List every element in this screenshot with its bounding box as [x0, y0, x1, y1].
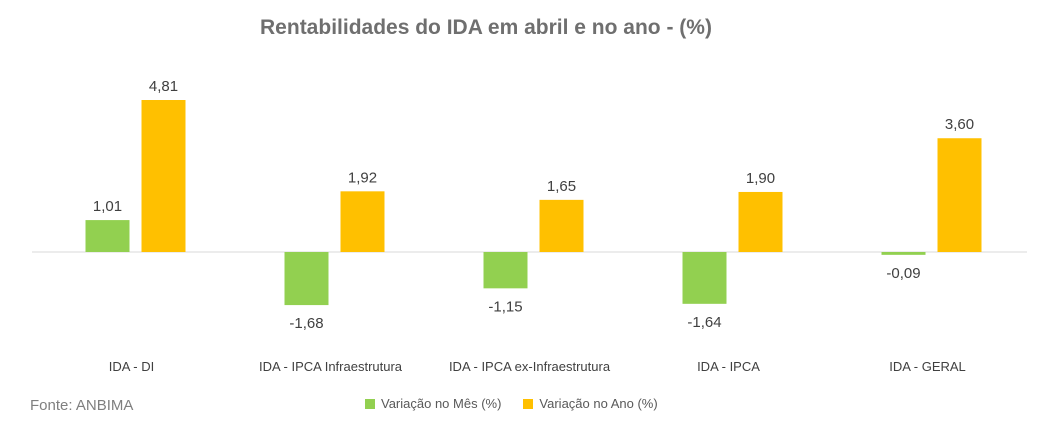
data-label-year-2: 1,65	[547, 178, 576, 195]
chart-title: Rentabilidades do IDA em abril e no ano …	[260, 16, 712, 39]
bar-year-3	[738, 191, 783, 252]
legend-item-year: Variação no Ano (%)	[523, 396, 658, 411]
data-label-month-3: -1,64	[687, 314, 721, 331]
category-label-3: IDA - IPCA	[697, 359, 760, 374]
legend: Variação no Mês (%) Variação no Ano (%)	[365, 396, 658, 411]
legend-swatch-year	[523, 398, 534, 409]
bar-year-4	[937, 138, 982, 252]
legend-item-month: Variação no Mês (%)	[365, 396, 501, 411]
data-label-month-4: -0,09	[886, 265, 920, 282]
bar-year-2	[539, 199, 584, 252]
bar-month-1	[284, 252, 329, 306]
bar-month-0	[85, 220, 130, 252]
bar-month-4	[881, 252, 926, 255]
category-label-4: IDA - GERAL	[889, 359, 966, 374]
data-label-month-1: -1,68	[289, 315, 323, 332]
category-label-0: IDA - DI	[109, 359, 155, 374]
data-label-month-2: -1,15	[488, 298, 522, 315]
category-label-2: IDA - IPCA ex-Infraestrutura	[449, 359, 611, 374]
category-label-1: IDA - IPCA Infraestrutura	[259, 359, 403, 374]
source-note: Fonte: ANBIMA	[30, 397, 134, 414]
bar-year-0	[141, 100, 186, 252]
data-label-year-1: 1,92	[348, 169, 377, 186]
data-label-month-0: 1,01	[93, 198, 122, 215]
data-label-year-4: 3,60	[945, 116, 974, 133]
bar-month-3	[682, 252, 727, 304]
bar-month-2	[483, 252, 528, 289]
bar-chart: 1,01 4,81 IDA - DI -1,68 1,92 IDA - IPCA Infr…	[32, 78, 1027, 374]
legend-label-month: Variação no Mês (%)	[381, 396, 502, 411]
data-label-year-0: 4,81	[149, 78, 178, 95]
bar-year-1	[340, 191, 385, 252]
legend-swatch-month	[365, 398, 375, 409]
legend-label-year: Variação no Ano (%)	[539, 396, 658, 411]
data-label-year-3: 1,90	[746, 170, 775, 187]
